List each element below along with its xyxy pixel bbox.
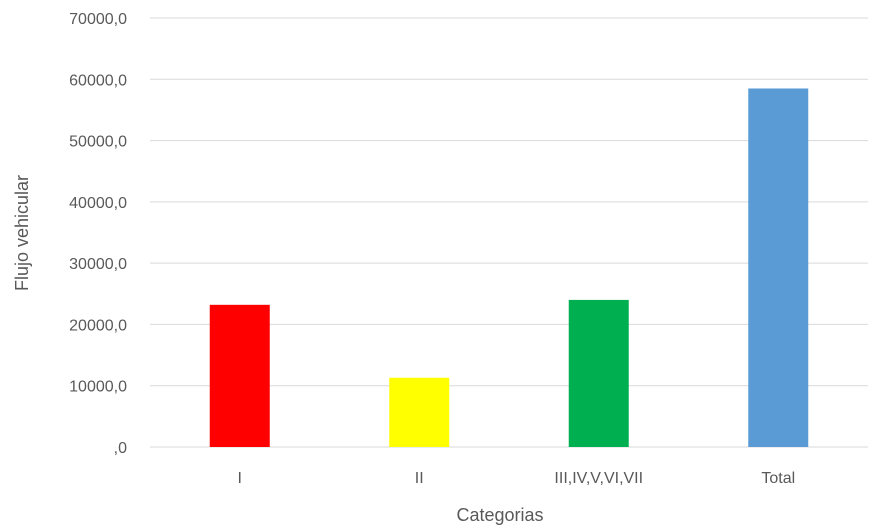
y-tick-label: 30000,0 xyxy=(69,256,127,273)
y-tick-label: 40000,0 xyxy=(69,195,127,212)
x-axis-title: Categorias xyxy=(456,505,543,525)
y-tick-label: 10000,0 xyxy=(69,379,127,396)
y-axis-tick-labels: ,0 10000,0 20000,0 30000,0 40000,0 50000,0 600… xyxy=(69,11,127,457)
y-tick-label: ,0 xyxy=(114,440,127,457)
x-tick-label: I xyxy=(238,470,242,487)
y-tick-label: 60000,0 xyxy=(69,72,127,89)
bar xyxy=(748,88,809,447)
x-tick-label: II xyxy=(415,470,424,487)
bar xyxy=(389,377,450,447)
y-tick-label: 50000,0 xyxy=(69,134,127,151)
x-tick-label: Total xyxy=(761,470,795,487)
x-tick-label: III,IV,V,VI,VII xyxy=(554,470,643,487)
y-tick-label: 20000,0 xyxy=(69,317,127,334)
bar xyxy=(209,304,270,447)
bar xyxy=(568,299,629,447)
y-axis-title: Flujo vehicular xyxy=(12,175,32,291)
y-tick-label: 70000,0 xyxy=(69,11,127,28)
x-axis-tick-labels: I II III,IV,V,VI,VII Total xyxy=(238,470,796,487)
bars xyxy=(209,88,809,447)
